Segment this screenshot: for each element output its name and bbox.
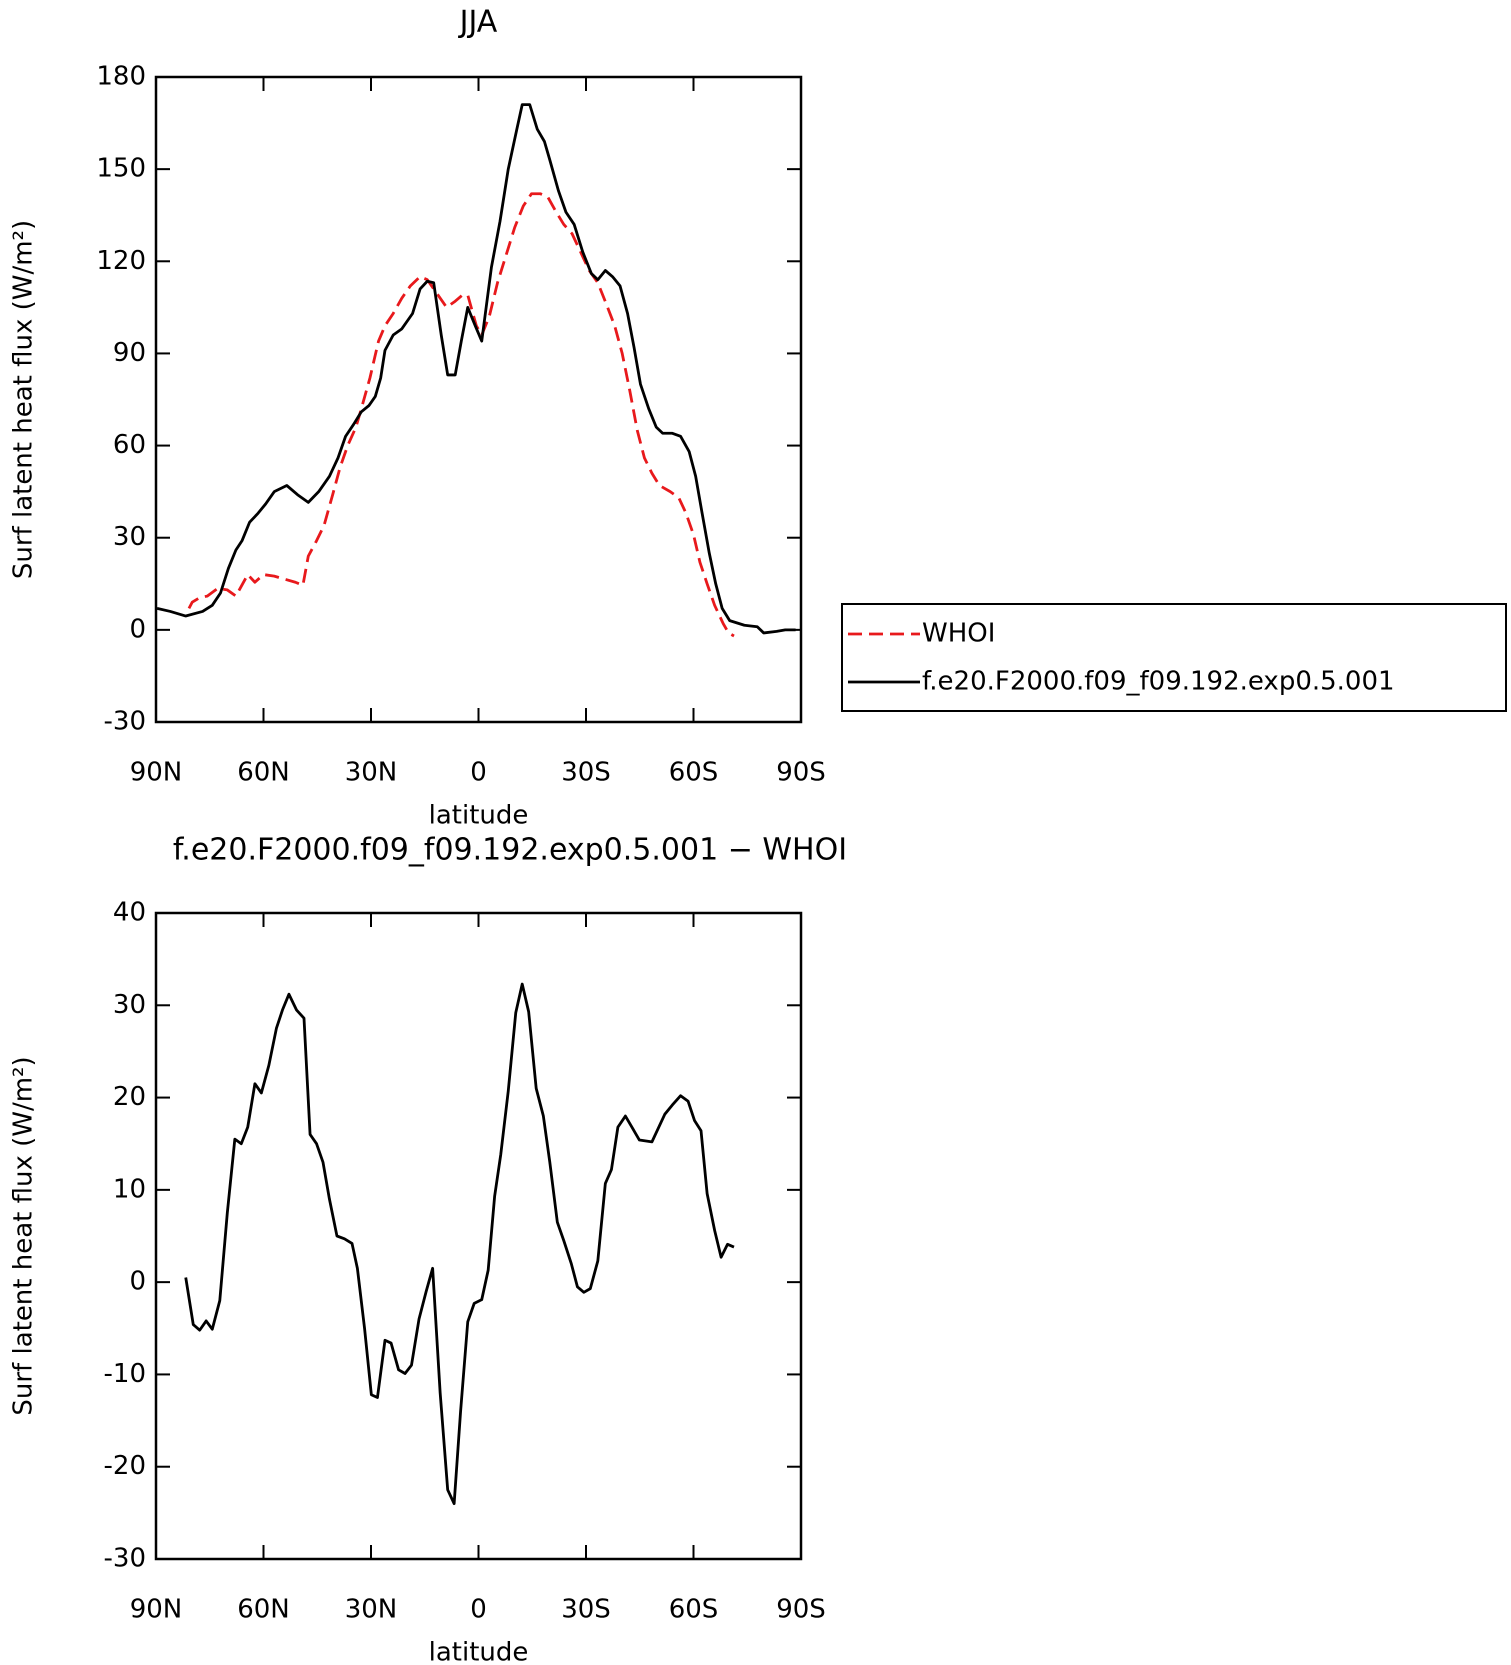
chart-title: f.e20.F2000.f09_f09.192.exp0.5.001 − WHO… xyxy=(173,833,847,868)
x-tick-label: 30N xyxy=(345,1595,398,1625)
y-axis-label: Surf latent heat flux (W/m²) xyxy=(9,1056,39,1415)
x-tick-label: 30S xyxy=(561,1595,611,1625)
y-tick-label: 120 xyxy=(96,246,146,276)
y-tick-label: 30 xyxy=(113,990,146,1020)
x-tick-label: 90N xyxy=(130,1595,183,1625)
y-tick-label: -30 xyxy=(104,1544,146,1574)
y-tick-label: 0 xyxy=(129,1267,146,1297)
plot-frame xyxy=(154,75,803,724)
series-line xyxy=(187,192,735,638)
y-tick-label: -20 xyxy=(104,1451,146,1481)
plot-frame xyxy=(154,911,803,1561)
x-tick-label: 0 xyxy=(470,1595,487,1625)
legend-box xyxy=(841,603,1507,712)
x-tick-label: 30N xyxy=(345,758,398,788)
y-tick-label: 20 xyxy=(113,1082,146,1112)
x-tick-label: 60N xyxy=(237,758,290,788)
y-tick-label: 150 xyxy=(96,154,146,184)
x-axis-label: latitude xyxy=(429,1638,529,1665)
y-tick-label: 90 xyxy=(113,338,146,368)
y-axis-label: Surf latent heat flux (W/m²) xyxy=(9,220,39,579)
x-tick-label: 0 xyxy=(470,758,487,788)
x-tick-label: 90S xyxy=(776,758,826,788)
y-tick-label: 40 xyxy=(113,898,146,928)
y-tick-label: 10 xyxy=(113,1174,146,1204)
y-tick-label: -10 xyxy=(104,1359,146,1389)
x-tick-label: 60N xyxy=(237,1595,290,1625)
series-line xyxy=(184,982,735,1506)
y-tick-label: 30 xyxy=(113,522,146,552)
y-tick-label: 0 xyxy=(129,614,146,644)
y-tick-label: 180 xyxy=(96,62,146,92)
y-tick-label: -30 xyxy=(104,707,146,737)
legend-label: WHOI xyxy=(922,619,995,649)
y-tick-label: 60 xyxy=(113,430,146,460)
x-tick-label: 90S xyxy=(776,1595,826,1625)
x-tick-label: 30S xyxy=(561,758,611,788)
x-tick-label: 60S xyxy=(669,1595,719,1625)
chart-title: JJA xyxy=(458,5,498,40)
x-axis-label: latitude xyxy=(429,801,529,831)
series-line xyxy=(156,103,796,635)
legend-label: f.e20.F2000.f09_f09.192.exp0.5.001 xyxy=(922,667,1395,697)
x-tick-label: 60S xyxy=(669,758,719,788)
x-tick-label: 90N xyxy=(130,758,183,788)
